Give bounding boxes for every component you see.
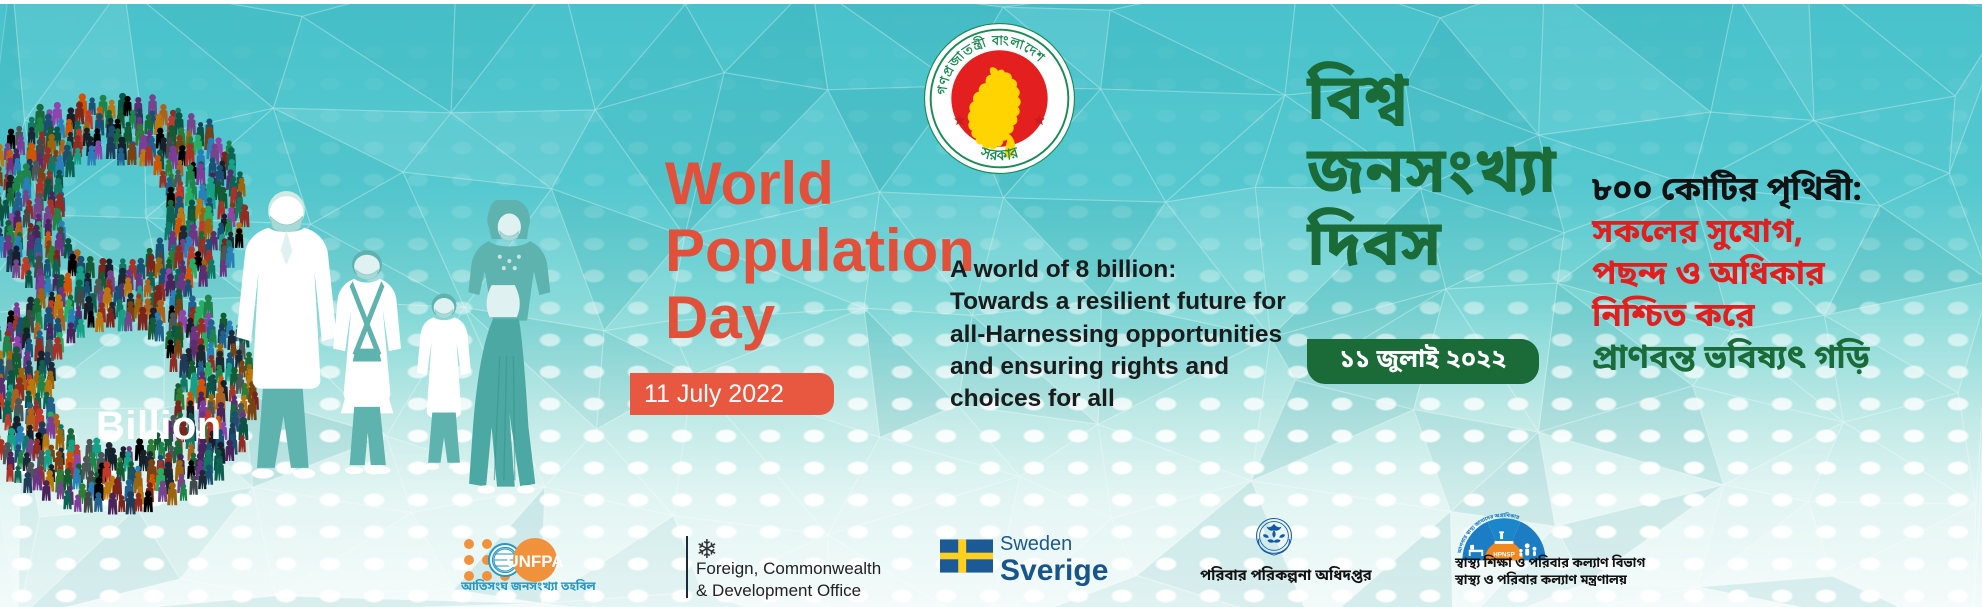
- svg-text:আতিসংঘ জনসংখ্যা তহবিল: আতিসংঘ জনসংখ্যা তহবিল: [461, 578, 596, 595]
- svg-text:UNFPA: UNFPA: [506, 552, 563, 571]
